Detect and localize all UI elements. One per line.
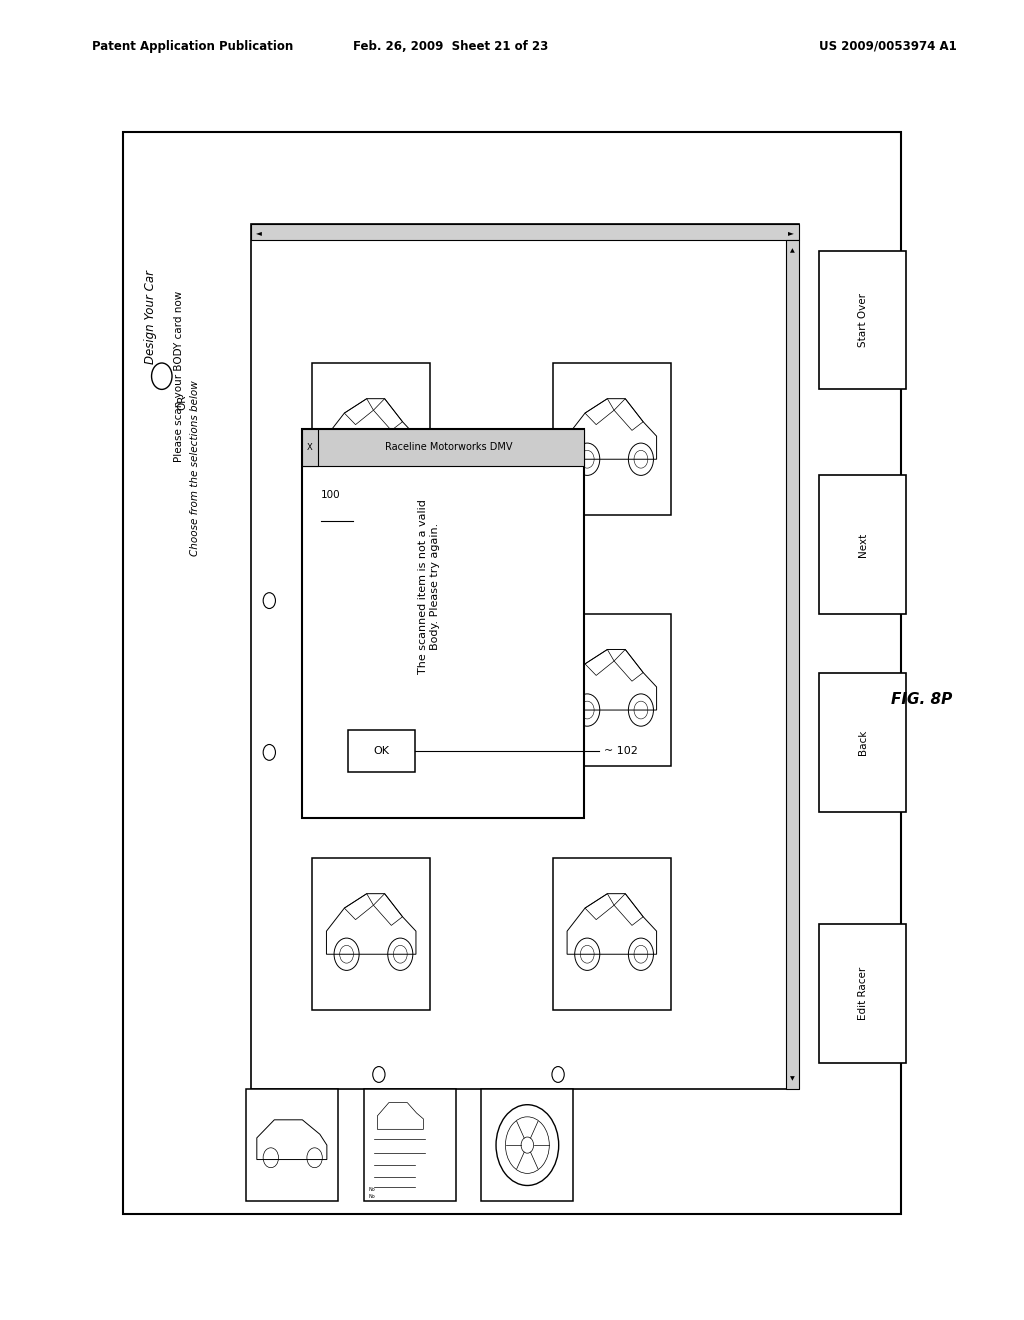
Bar — [553, 858, 671, 1010]
Text: Design Your Car: Design Your Car — [144, 269, 157, 364]
Text: OR: OR — [177, 395, 187, 411]
Bar — [312, 614, 430, 766]
Text: OK: OK — [374, 746, 389, 756]
Text: Please scan your BODY card now: Please scan your BODY card now — [174, 290, 184, 462]
Bar — [553, 614, 671, 766]
Text: FIG. 8P: FIG. 8P — [891, 692, 952, 708]
Text: No: No — [369, 1195, 376, 1199]
Text: X: X — [307, 444, 313, 451]
Bar — [348, 730, 415, 772]
Bar — [786, 240, 799, 1089]
Bar — [251, 224, 799, 1089]
Bar — [819, 251, 906, 389]
Bar — [312, 858, 430, 1010]
Text: Raceline Motorworks DMV: Raceline Motorworks DMV — [385, 442, 512, 453]
Bar — [123, 132, 901, 1214]
Bar — [819, 924, 906, 1063]
Text: ◄: ◄ — [256, 228, 262, 236]
Text: ►: ► — [787, 228, 794, 236]
Text: Patent Application Publication: Patent Application Publication — [92, 40, 294, 53]
Bar — [251, 224, 799, 240]
Text: Back: Back — [858, 730, 867, 755]
Text: Feb. 26, 2009  Sheet 21 of 23: Feb. 26, 2009 Sheet 21 of 23 — [353, 40, 548, 53]
Bar — [302, 429, 584, 818]
Bar — [819, 475, 906, 614]
Text: ▲: ▲ — [791, 248, 795, 253]
Text: 100: 100 — [321, 490, 340, 500]
Text: US 2009/0053974 A1: US 2009/0053974 A1 — [819, 40, 957, 53]
Text: ~ 102: ~ 102 — [604, 746, 638, 756]
Bar — [364, 1089, 456, 1201]
Bar — [481, 1089, 573, 1201]
Text: Start Over: Start Over — [858, 293, 867, 347]
Text: Edit Racer: Edit Racer — [858, 966, 867, 1020]
Bar — [312, 363, 430, 515]
Bar — [553, 363, 671, 515]
Bar — [302, 429, 584, 466]
Text: ▼: ▼ — [791, 1076, 795, 1081]
Text: The scanned item is not a valid
Body. Please try again.: The scanned item is not a valid Body. Pl… — [418, 499, 439, 673]
Text: Next: Next — [858, 532, 867, 557]
Bar — [819, 673, 906, 812]
Bar — [246, 1089, 338, 1201]
Text: Choose from the selections below: Choose from the selections below — [189, 380, 200, 557]
Bar — [302, 429, 317, 466]
Text: No: No — [369, 1188, 376, 1192]
